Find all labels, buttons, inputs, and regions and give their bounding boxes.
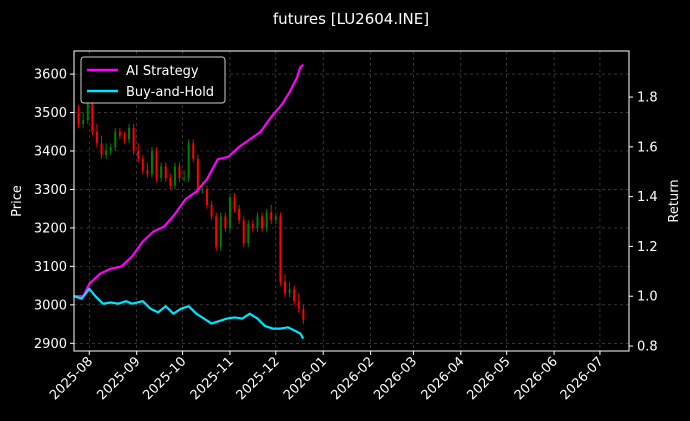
candle-body [141, 158, 144, 171]
series-line-ai-strategy [74, 63, 305, 298]
candle-body [256, 216, 259, 228]
legend: AI Strategy Buy-and-Hold [80, 56, 226, 104]
y-tick-label: 3300 [34, 183, 67, 198]
candle-body [265, 212, 268, 228]
candle-body [302, 308, 305, 321]
candle-body [77, 112, 80, 125]
candle-body [238, 208, 241, 221]
candle-body [196, 158, 199, 190]
candle-body [183, 177, 186, 179]
candle-body [105, 151, 108, 155]
candle-body [137, 151, 140, 159]
candle-body [100, 143, 103, 155]
candle-body [247, 224, 250, 244]
candle-body [128, 127, 131, 140]
candle-body [279, 216, 282, 282]
y-tick-label: 2900 [34, 337, 67, 352]
candle-body [123, 135, 126, 140]
candle-body [224, 216, 227, 228]
candle-body [118, 131, 121, 136]
candle-body [206, 189, 209, 205]
candle-body [114, 131, 117, 148]
candle-body [297, 301, 300, 309]
legend-label-ai-strategy: AI Strategy [126, 64, 199, 79]
candle-body [173, 166, 176, 186]
candle-body [270, 212, 273, 221]
y-tick-label: 3500 [34, 106, 67, 121]
y2-axis-label: Return [667, 179, 682, 222]
candle-body [288, 289, 291, 294]
candle-body [86, 101, 89, 121]
candle-body [187, 143, 190, 178]
y-axis-right: 0.8 1.0 1.2 1.4 1.6 1.8 [629, 91, 658, 355]
y2-tick-label: 1.4 [637, 190, 658, 205]
candle-body [150, 151, 153, 175]
candle-body [160, 166, 163, 178]
series-line-buy-and-hold [73, 287, 305, 340]
candle-body [233, 197, 236, 209]
y-axis-left: 2900 3000 3100 3200 3300 3400 3500 3600 [34, 68, 74, 352]
candle-body [164, 166, 167, 178]
y2-tick-label: 1.8 [637, 91, 658, 106]
plot-frame [73, 50, 630, 352]
candle-body [82, 120, 85, 125]
candle-body [251, 224, 254, 228]
y2-tick-label: 1.6 [637, 140, 658, 155]
candle-body [215, 216, 218, 248]
candle-body [178, 166, 181, 178]
candle-body [155, 151, 158, 178]
candle-body [91, 101, 94, 132]
y-tick-label: 3000 [34, 298, 67, 313]
candle-body [109, 147, 112, 151]
candle-body [261, 216, 264, 228]
y-tick-label: 3600 [34, 68, 67, 83]
y-tick-label: 3400 [34, 145, 67, 160]
candle-body [283, 281, 286, 294]
candle-body [228, 197, 231, 228]
candle-body [242, 220, 245, 244]
legend-label-buy-and-hold: Buy-and-Hold [126, 85, 214, 100]
candle-body [274, 216, 277, 221]
candle-body [210, 204, 213, 217]
candles [77, 97, 305, 325]
candle-body [169, 177, 172, 186]
candle-body [201, 189, 204, 191]
candle-body [146, 170, 149, 175]
y2-tick-label: 1.0 [637, 290, 658, 305]
chart-title: futures [LU2604.INE] [273, 10, 429, 28]
y-tick-label: 3100 [34, 260, 67, 275]
y2-tick-label: 1.2 [637, 240, 658, 255]
candle-body [219, 216, 222, 248]
series-lines [73, 63, 305, 340]
y-axis-label: Price [10, 185, 25, 217]
candle-body [192, 143, 195, 159]
candle-body [293, 289, 296, 301]
candle-body [132, 127, 135, 151]
candle-body [95, 131, 98, 144]
y-tick-label: 3200 [34, 221, 67, 236]
y2-tick-label: 0.8 [637, 340, 658, 355]
